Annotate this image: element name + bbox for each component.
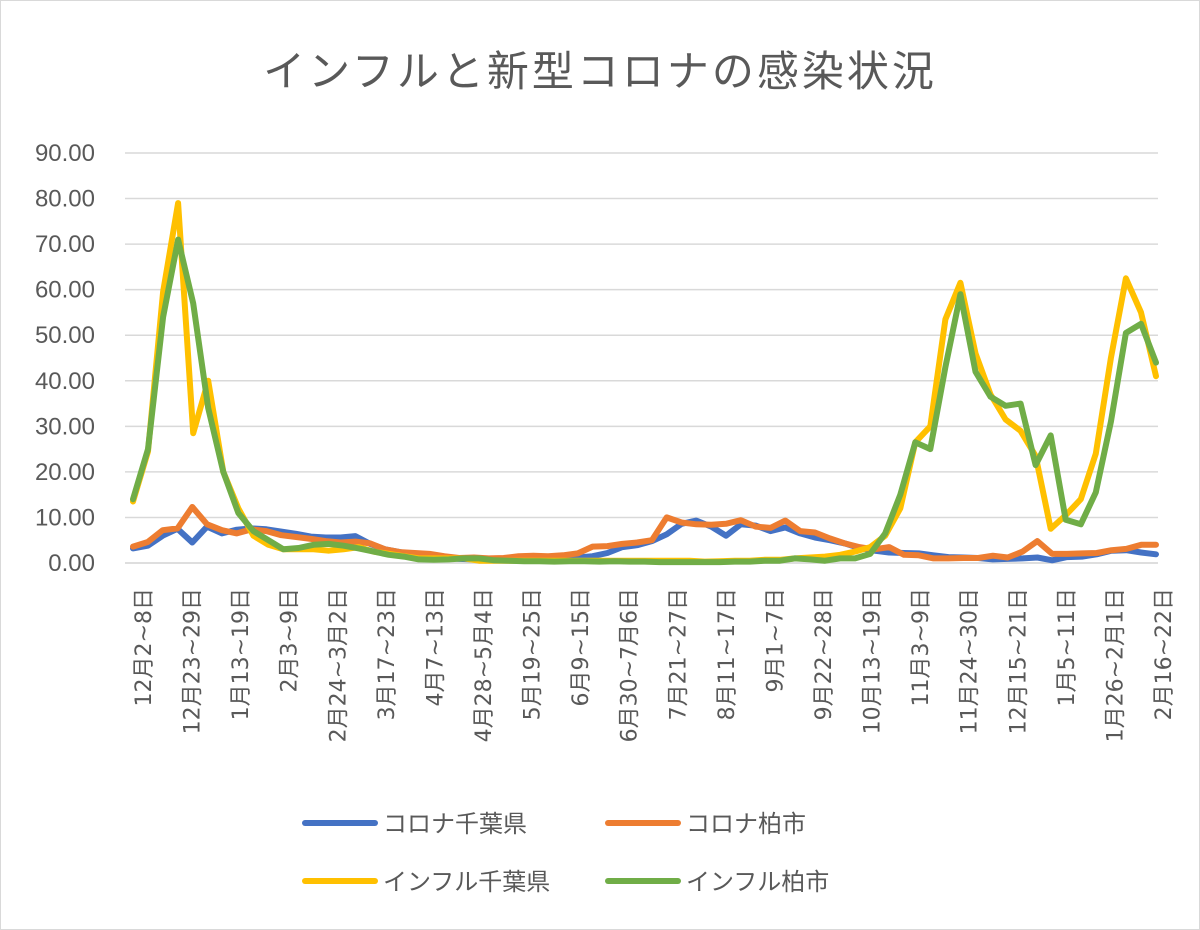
series-line [130, 200, 1159, 565]
x-tick-label: 9月22~28日 [812, 588, 837, 720]
x-tick-label: 2月3~9日 [278, 588, 303, 692]
x-tick-label: 5月19~25日 [521, 588, 546, 720]
x-tick-label: 6月9~15日 [569, 588, 594, 706]
x-tick-label: 1月13~19日 [229, 588, 254, 720]
x-tick-label: 4月7~13日 [423, 588, 448, 706]
x-tick-label: 11月3~9日 [909, 588, 934, 706]
x-tick-label: 1月5~11日 [1055, 588, 1080, 706]
legend-label: インフル柏市 [686, 868, 829, 896]
x-tick-label: 3月17~23日 [375, 588, 400, 720]
legend-label: インフル千葉県 [383, 868, 550, 896]
x-tick-label: 12月2~8日 [132, 588, 157, 706]
legend-label: コロナ柏市 [686, 810, 806, 838]
x-tick-label: 2月24~3月2日 [326, 588, 351, 742]
y-tick-label: 50.00 [35, 322, 95, 349]
x-tick-label: 12月15~21日 [1006, 588, 1031, 734]
x-tick-label: 7月21~27日 [666, 588, 691, 720]
x-tick-label: 10月13~19日 [861, 588, 886, 734]
y-tick-label: 0.00 [48, 550, 95, 577]
y-tick-label: 30.00 [35, 413, 95, 440]
x-tick-label: 12月23~29日 [181, 588, 206, 734]
x-tick-label: 9月1~7日 [763, 588, 788, 692]
legend-label: コロナ千葉県 [383, 810, 527, 838]
y-tick-label: 20.00 [35, 459, 95, 486]
y-tick-label: 80.00 [35, 186, 95, 213]
series-line [130, 504, 1159, 562]
y-tick-label: 10.00 [35, 504, 95, 531]
x-tick-label: 2月16~22日 [1152, 588, 1177, 720]
y-tick-label: 90.00 [35, 140, 95, 167]
x-tick-label: 8月11~17日 [715, 588, 740, 720]
y-tick-label: 70.00 [35, 231, 95, 258]
y-tick-label: 40.00 [35, 368, 95, 395]
x-tick-label: 11月24~30日 [958, 588, 983, 734]
x-tick-label: 1月26~2月1日 [1103, 588, 1128, 742]
series-line [130, 236, 1159, 566]
chart-title: インフルと新型コロナの感染状況 [263, 47, 937, 96]
x-tick-label: 4月28~5月4日 [472, 588, 497, 742]
y-tick-label: 60.00 [35, 277, 95, 304]
x-tick-label: 6月30~7月6日 [618, 588, 643, 742]
